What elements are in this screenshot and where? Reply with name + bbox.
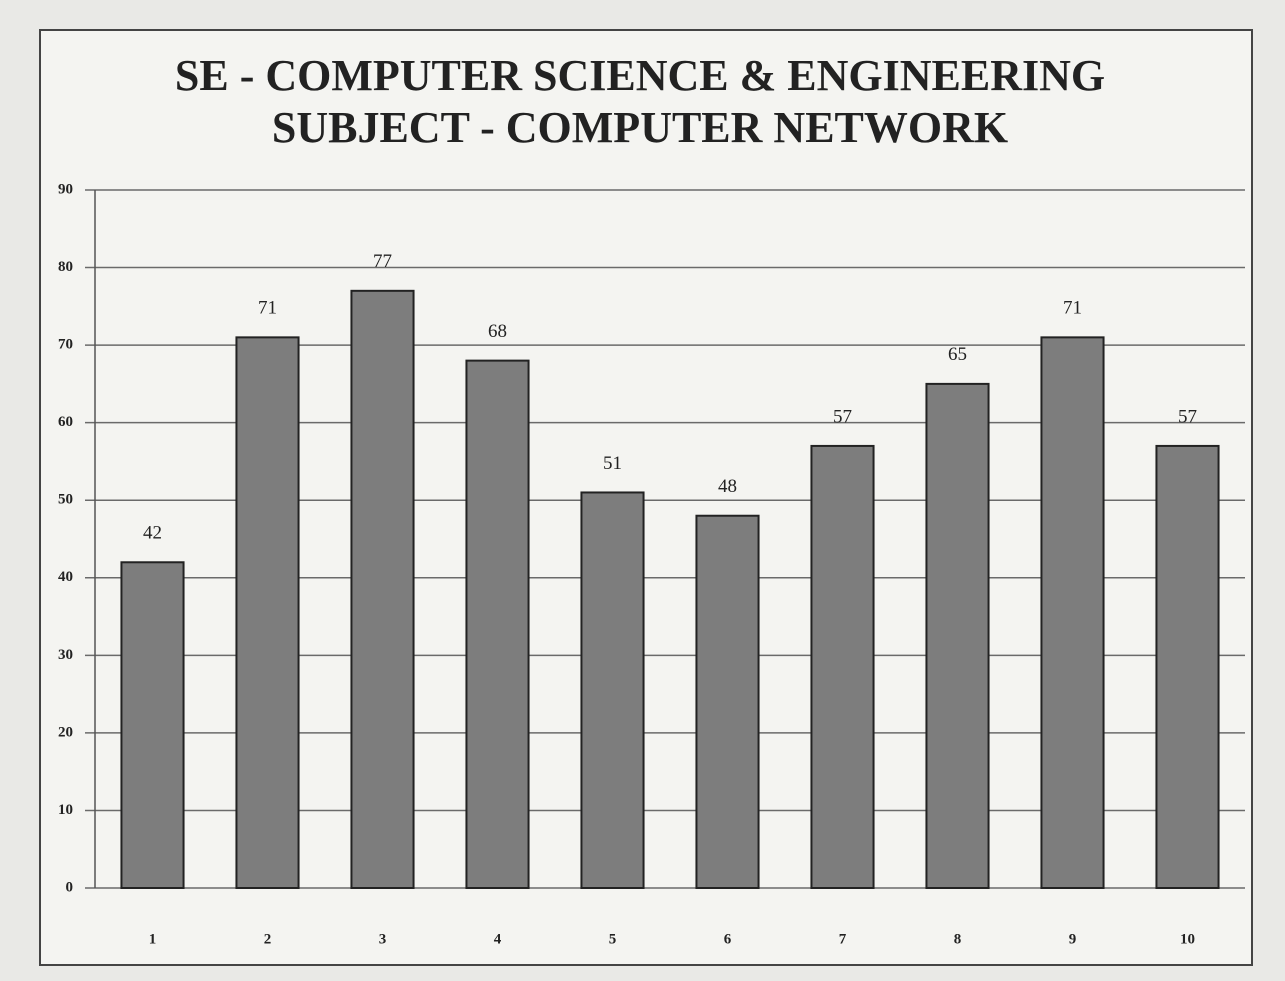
y-tick-label: 60 xyxy=(58,414,73,430)
x-tick-label: 4 xyxy=(494,931,502,947)
data-label: 68 xyxy=(488,321,507,342)
x-tick-label: 2 xyxy=(264,931,272,947)
bar xyxy=(1040,336,1105,890)
bar xyxy=(465,359,530,890)
bar xyxy=(1155,444,1220,889)
x-tick-label: 5 xyxy=(609,931,617,947)
y-tick-label: 0 xyxy=(66,879,74,895)
data-label: 42 xyxy=(143,523,162,544)
data-label: 57 xyxy=(1178,406,1197,427)
bar xyxy=(695,514,760,889)
data-label: 65 xyxy=(948,344,967,365)
bar xyxy=(235,336,300,890)
x-tick-label: 8 xyxy=(954,931,962,947)
y-tick-label: 40 xyxy=(58,569,73,585)
x-tick-label: 1 xyxy=(149,931,157,947)
chart-subtitle: SUBJECT - COMPUTER NETWORK xyxy=(272,103,1008,152)
data-label: 48 xyxy=(718,476,737,497)
y-tick-label: 90 xyxy=(58,181,73,197)
bar xyxy=(350,289,415,890)
data-label: 57 xyxy=(833,406,852,427)
bar xyxy=(120,561,185,889)
bar xyxy=(810,444,875,889)
data-label: 51 xyxy=(603,453,622,474)
y-tick-label: 10 xyxy=(58,802,73,818)
data-label: 77 xyxy=(373,251,392,272)
chart-title: SE - COMPUTER SCIENCE & ENGINEERING xyxy=(175,51,1105,100)
y-tick-label: 70 xyxy=(58,337,73,353)
data-label: 71 xyxy=(1063,298,1082,319)
y-tick-label: 30 xyxy=(58,647,73,663)
x-tick-label: 9 xyxy=(1069,931,1077,947)
bar xyxy=(925,382,990,889)
x-tick-label: 10 xyxy=(1180,931,1195,947)
x-tick-label: 6 xyxy=(724,931,732,947)
bar xyxy=(580,491,645,889)
y-tick-label: 20 xyxy=(58,724,73,740)
y-tick-label: 50 xyxy=(58,492,73,508)
x-tick-label: 7 xyxy=(839,931,847,947)
y-tick-label: 80 xyxy=(58,259,73,275)
x-tick-label: 3 xyxy=(379,931,387,947)
data-label: 71 xyxy=(258,298,277,319)
